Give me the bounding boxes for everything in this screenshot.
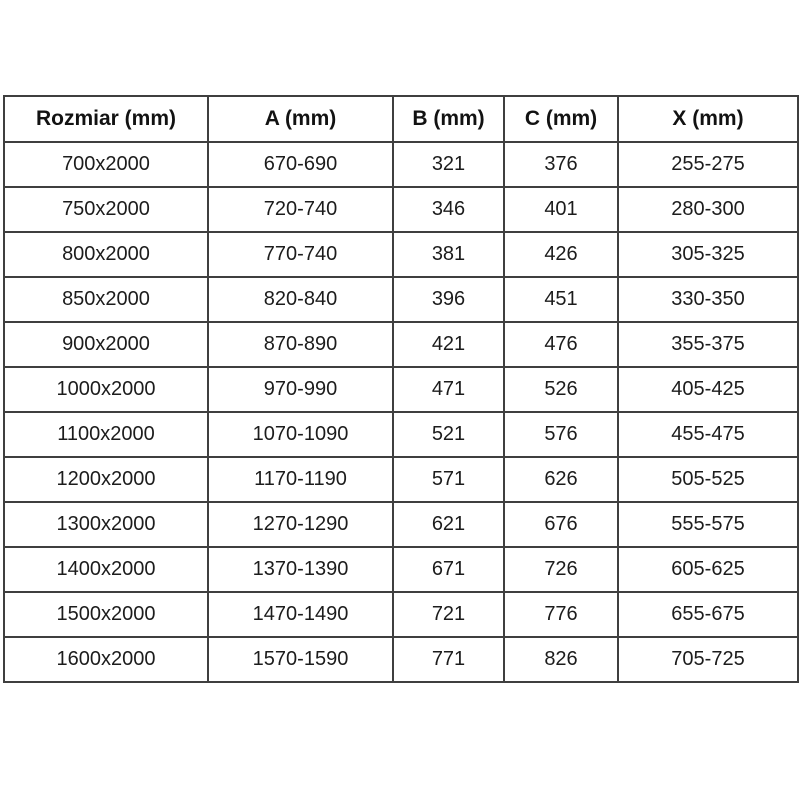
table-cell: 770-740 (207, 231, 394, 278)
table-cell: 1400x2000 (3, 546, 209, 593)
table-row: 800x2000 770-740 381 426 305-325 (3, 231, 799, 278)
table-cell: 305-325 (617, 231, 799, 278)
table-row: 1500x2000 1470-1490 721 776 655-675 (3, 591, 799, 638)
table-cell: 621 (392, 501, 505, 548)
table-cell: 776 (503, 591, 619, 638)
size-table-body: 700x2000 670-690 321 376 255-275 750x2000 720-… (3, 141, 799, 683)
table-cell: 671 (392, 546, 505, 593)
column-header-1: A (mm) (207, 95, 394, 143)
table-cell: 571 (392, 456, 505, 503)
table-cell: 900x2000 (3, 321, 209, 368)
table-cell: 376 (503, 141, 619, 188)
table-cell: 1500x2000 (3, 591, 209, 638)
table-cell: 1000x2000 (3, 366, 209, 413)
table-cell: 700x2000 (3, 141, 209, 188)
column-header-4: X (mm) (617, 95, 799, 143)
table-cell: 1170-1190 (207, 456, 394, 503)
table-cell: 321 (392, 141, 505, 188)
table-cell: 800x2000 (3, 231, 209, 278)
table-cell: 655-675 (617, 591, 799, 638)
table-cell: 476 (503, 321, 619, 368)
table-cell: 721 (392, 591, 505, 638)
table-row: 1600x2000 1570-1590 771 826 705-725 (3, 636, 799, 683)
table-cell: 826 (503, 636, 619, 683)
table-cell: 870-890 (207, 321, 394, 368)
table-cell: 381 (392, 231, 505, 278)
table-cell: 1300x2000 (3, 501, 209, 548)
table-cell: 526 (503, 366, 619, 413)
size-table: Rozmiar (mm) A (mm) B (mm) C (mm) X (mm) 700… (3, 95, 799, 683)
table-cell: 676 (503, 501, 619, 548)
table-cell: 771 (392, 636, 505, 683)
table-cell: 670-690 (207, 141, 394, 188)
column-header-0: Rozmiar (mm) (3, 95, 209, 143)
table-cell: 705-725 (617, 636, 799, 683)
table-row: 1300x2000 1270-1290 621 676 555-575 (3, 501, 799, 548)
table-row: 700x2000 670-690 321 376 255-275 (3, 141, 799, 188)
table-cell: 471 (392, 366, 505, 413)
column-header-3: C (mm) (503, 95, 619, 143)
table-cell: 1370-1390 (207, 546, 394, 593)
table-cell: 1200x2000 (3, 456, 209, 503)
table-header-row: Rozmiar (mm) A (mm) B (mm) C (mm) X (mm) (3, 95, 799, 143)
table-row: 1000x2000 970-990 471 526 405-425 (3, 366, 799, 413)
table-cell: 750x2000 (3, 186, 209, 233)
table-cell: 401 (503, 186, 619, 233)
table-cell: 505-525 (617, 456, 799, 503)
table-row: 900x2000 870-890 421 476 355-375 (3, 321, 799, 368)
table-cell: 1100x2000 (3, 411, 209, 458)
table-row: 1100x2000 1070-1090 521 576 455-475 (3, 411, 799, 458)
table-cell: 455-475 (617, 411, 799, 458)
table-cell: 1570-1590 (207, 636, 394, 683)
table-cell: 255-275 (617, 141, 799, 188)
table-row: 1400x2000 1370-1390 671 726 605-625 (3, 546, 799, 593)
table-cell: 405-425 (617, 366, 799, 413)
table-row: 750x2000 720-740 346 401 280-300 (3, 186, 799, 233)
size-table-header: Rozmiar (mm) A (mm) B (mm) C (mm) X (mm) (3, 95, 799, 143)
column-header-2: B (mm) (392, 95, 505, 143)
table-cell: 421 (392, 321, 505, 368)
table-cell: 330-350 (617, 276, 799, 323)
table-cell: 605-625 (617, 546, 799, 593)
table-cell: 426 (503, 231, 619, 278)
table-cell: 970-990 (207, 366, 394, 413)
table-cell: 451 (503, 276, 619, 323)
table-cell: 726 (503, 546, 619, 593)
table-cell: 850x2000 (3, 276, 209, 323)
table-cell: 576 (503, 411, 619, 458)
table-cell: 820-840 (207, 276, 394, 323)
table-cell: 1070-1090 (207, 411, 394, 458)
table-row: 850x2000 820-840 396 451 330-350 (3, 276, 799, 323)
table-cell: 1470-1490 (207, 591, 394, 638)
table-cell: 1270-1290 (207, 501, 394, 548)
table-cell: 396 (392, 276, 505, 323)
table-cell: 346 (392, 186, 505, 233)
table-cell: 280-300 (617, 186, 799, 233)
table-cell: 720-740 (207, 186, 394, 233)
table-cell: 1600x2000 (3, 636, 209, 683)
table-cell: 626 (503, 456, 619, 503)
table-cell: 355-375 (617, 321, 799, 368)
table-cell: 521 (392, 411, 505, 458)
table-row: 1200x2000 1170-1190 571 626 505-525 (3, 456, 799, 503)
table-cell: 555-575 (617, 501, 799, 548)
